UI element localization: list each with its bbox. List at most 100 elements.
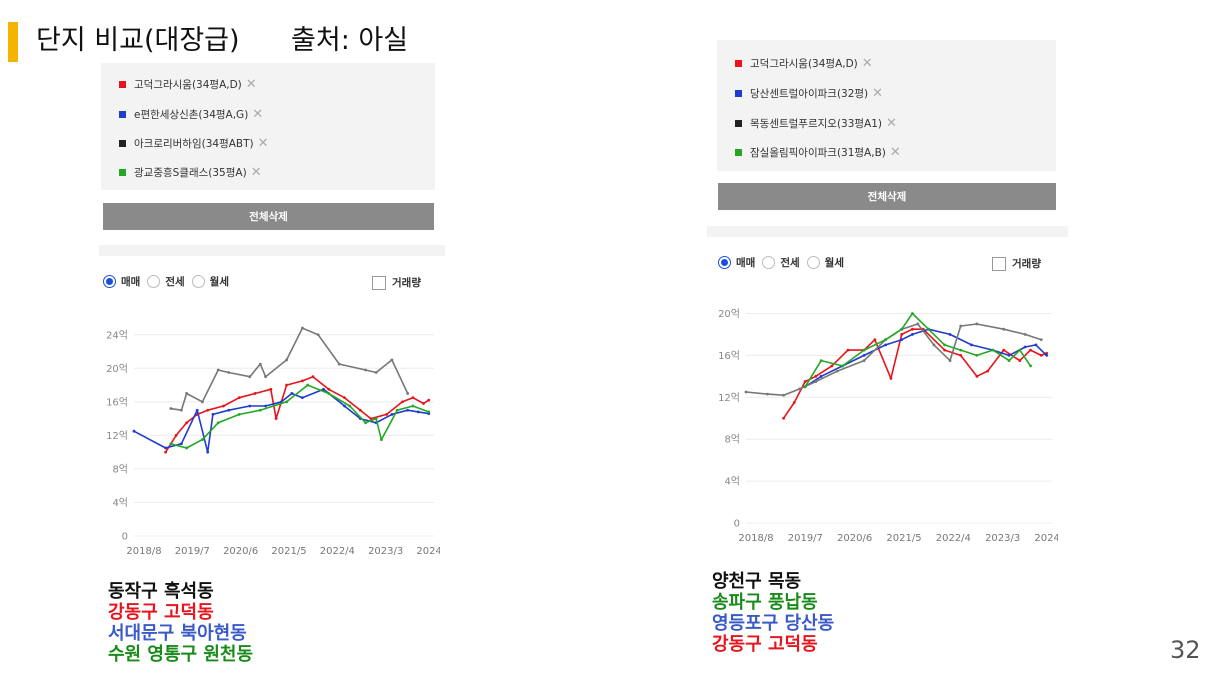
legend-item: 아크로리버하임(34평ABT) ✕ <box>119 136 269 151</box>
remove-icon[interactable]: ✕ <box>872 85 884 101</box>
divider <box>99 245 445 256</box>
caption-line: 강동구 고덕동 <box>108 602 214 623</box>
radio-sale[interactable] <box>103 275 116 288</box>
legend-item-label: 잠실올림픽아이파크(31평A,B) <box>750 147 886 159</box>
data-point <box>206 408 210 412</box>
data-point <box>846 348 850 352</box>
data-point <box>900 327 904 331</box>
radio-jeonse[interactable] <box>147 275 161 288</box>
remove-icon[interactable]: ✕ <box>250 164 262 180</box>
data-point <box>948 359 952 363</box>
x-tick-label: 2024/2 <box>416 546 440 557</box>
radio-jeonse-label: 전세 <box>780 257 800 269</box>
data-point <box>1023 333 1027 336</box>
data-point <box>248 404 252 408</box>
series-line <box>170 384 429 449</box>
remove-icon[interactable]: ✕ <box>252 106 264 122</box>
remove-icon[interactable]: ✕ <box>245 76 257 92</box>
caption-line: 영등포구 당산동 <box>712 613 835 634</box>
data-point <box>301 396 304 400</box>
data-point <box>316 333 320 337</box>
x-tick-label: 2018/8 <box>126 546 161 557</box>
data-point <box>258 362 262 366</box>
data-point <box>1029 348 1032 352</box>
data-point <box>744 390 748 394</box>
data-point <box>185 446 189 450</box>
data-point <box>337 362 341 366</box>
data-point <box>322 387 325 391</box>
data-point <box>819 359 823 363</box>
series-line <box>804 328 1048 388</box>
radio-monthly[interactable] <box>806 256 820 269</box>
legend-item: 광교중흥S클래스(35평A) ✕ <box>119 165 262 180</box>
data-point <box>269 387 273 391</box>
legend-item-label: 목동센트럴푸르지오(33평A1) <box>750 118 883 130</box>
radio-sale[interactable] <box>718 256 731 269</box>
legend-item: 당산센트럴아이파크(32평) ✕ <box>735 86 883 101</box>
remove-icon[interactable]: ✕ <box>889 144 901 160</box>
data-point <box>369 417 373 421</box>
data-point <box>385 413 389 416</box>
remove-icon[interactable]: ✕ <box>886 115 897 131</box>
price-line-chart-right: 0 4억 8억 12억 16억 20억 2018/8 2019/7 2020/6 2021/5 20… <box>718 308 1058 544</box>
data-point <box>1018 359 1022 363</box>
data-point <box>975 353 979 357</box>
x-tick-label: 2021/5 <box>886 533 921 544</box>
data-point <box>1007 353 1011 357</box>
data-point <box>164 446 167 450</box>
data-point <box>201 400 204 404</box>
delete-all-button[interactable]: 전체삭제 <box>103 203 434 230</box>
radio-jeonse[interactable] <box>762 256 776 269</box>
data-point <box>301 326 304 330</box>
y-tick-label: 20억 <box>718 308 740 320</box>
data-point <box>830 364 834 368</box>
data-point <box>358 408 362 412</box>
data-point <box>948 333 952 336</box>
data-point <box>374 417 378 421</box>
volume-checkbox-label: 거래량 <box>392 277 421 289</box>
data-point <box>873 338 877 342</box>
remove-icon[interactable]: ✕ <box>257 135 269 151</box>
data-point <box>416 410 420 414</box>
x-tick-label: 2018/8 <box>738 533 773 544</box>
y-tick-label: 4억 <box>112 497 128 509</box>
data-point <box>911 333 914 336</box>
data-point <box>900 338 904 342</box>
data-point <box>290 392 294 395</box>
radio-monthly-label: 월세 <box>209 276 229 288</box>
radio-monthly[interactable] <box>191 275 205 288</box>
series-line <box>170 327 409 411</box>
data-point <box>390 413 394 416</box>
series-color-swatch <box>735 120 742 127</box>
slide-title: 단지 비교(대장급) 출처: 아실 <box>36 25 409 56</box>
x-tick-label: 2022/4 <box>936 533 971 544</box>
y-tick-label: 20억 <box>106 363 128 375</box>
legend-item: 잠실올림픽아이파크(31평A,B) ✕ <box>735 145 901 160</box>
data-point <box>164 450 167 454</box>
data-point <box>792 401 796 404</box>
data-point <box>390 358 394 362</box>
data-point <box>959 348 963 352</box>
x-tick-label: 2023/3 <box>368 546 403 557</box>
data-point <box>766 392 769 396</box>
divider <box>707 226 1068 237</box>
y-tick-label: 12억 <box>106 430 128 442</box>
y-tick-label: 8억 <box>724 434 740 446</box>
data-point <box>427 398 431 402</box>
legend-item-label: 고덕그라시움(34평A,D) <box>750 58 858 70</box>
radio-sale-label: 매매 <box>736 257 756 269</box>
legend-item-label: 아크로리버하임(34평ABT) <box>134 138 254 150</box>
volume-checkbox[interactable] <box>992 256 1006 271</box>
radio-jeonse-label: 전세 <box>165 276 185 288</box>
series-line <box>164 375 430 453</box>
data-point <box>814 380 818 383</box>
remove-icon[interactable]: ✕ <box>861 55 873 71</box>
caption-list: 양천구 목동 송파구 풍납동 영등포구 당산동 강동구 고덕동 <box>712 571 834 655</box>
data-point <box>943 343 947 347</box>
data-point <box>991 348 995 352</box>
data-point <box>395 408 399 412</box>
data-point <box>237 396 241 400</box>
volume-checkbox[interactable] <box>372 275 386 290</box>
delete-all-button[interactable]: 전체삭제 <box>718 183 1056 210</box>
series-color-swatch <box>119 140 126 147</box>
